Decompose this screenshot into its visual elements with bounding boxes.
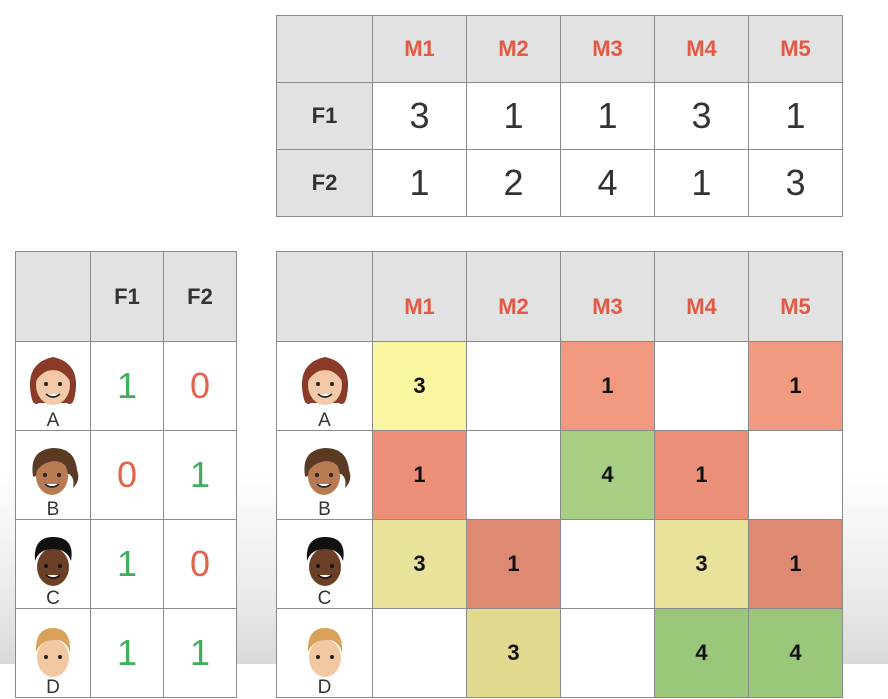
movie-header-m1: M1	[372, 251, 467, 342]
corner-cell	[276, 251, 373, 342]
user-avatar-a: A	[276, 341, 373, 431]
user-feature-table: F1 F2 A 1 0 B 0 1	[15, 251, 237, 698]
rating-cell-empty	[466, 430, 561, 520]
corner-cell	[15, 251, 91, 342]
user-name: C	[46, 588, 60, 609]
user-feature-value: 0	[163, 341, 237, 431]
rating-cell: 1	[748, 341, 843, 431]
user-name: B	[318, 499, 331, 520]
user-avatar-d: D	[276, 608, 373, 698]
rating-cell: 1	[466, 519, 561, 609]
ratings-table: M1 M2 M3 M4 M5 A 3 1 1	[276, 251, 843, 698]
movie-header-m5: M5	[748, 15, 843, 83]
user-name: C	[317, 588, 332, 609]
feature-value: 3	[748, 149, 843, 217]
feature-value: 2	[466, 149, 561, 217]
user-feature-value: 1	[163, 608, 237, 698]
movie-header-m2: M2	[466, 251, 561, 342]
woman-avatar-icon	[29, 357, 77, 405]
rating-cell: 1	[372, 430, 467, 520]
user-feature-value: 1	[90, 341, 164, 431]
feature-value: 1	[748, 82, 843, 150]
movie-header-m2: M2	[466, 15, 561, 83]
feature-value: 1	[372, 149, 467, 217]
user-avatar-b: B	[15, 430, 91, 520]
rating-cell: 1	[748, 519, 843, 609]
rating-cell: 3	[466, 608, 561, 698]
user-feature-value: 1	[163, 430, 237, 520]
rating-cell-empty	[654, 341, 749, 431]
rating-cell: 3	[372, 341, 467, 431]
rating-cell: 4	[560, 430, 655, 520]
feature-row-header-f1: F1	[276, 82, 373, 150]
movie-header-m3: M3	[560, 251, 655, 342]
user-avatar-c: C	[15, 519, 91, 609]
user-name: A	[46, 410, 60, 431]
movie-header-m5: M5	[748, 251, 843, 342]
rating-cell: 3	[654, 519, 749, 609]
feature-header-f2: F2	[163, 251, 237, 342]
user-avatar-c: C	[276, 519, 373, 609]
user-feature-value: 0	[163, 519, 237, 609]
feature-value: 3	[372, 82, 467, 150]
movie-header-m1: M1	[372, 15, 467, 83]
woman-avatar-icon	[301, 357, 348, 405]
rating-cell-empty	[372, 608, 467, 698]
woman-avatar-icon	[32, 448, 79, 495]
rating-cell-empty	[560, 519, 655, 609]
rating-cell: 4	[748, 608, 843, 698]
user-name: A	[318, 410, 331, 431]
user-avatar-d: D	[15, 608, 91, 698]
user-name: D	[317, 677, 332, 698]
man-avatar-icon	[34, 537, 72, 586]
rating-cell: 1	[654, 430, 749, 520]
feature-row-header-f2: F2	[276, 149, 373, 217]
corner-cell	[276, 15, 373, 83]
rating-cell: 4	[654, 608, 749, 698]
man-avatar-icon	[306, 537, 344, 586]
user-avatar-a: A	[15, 341, 91, 431]
rating-cell: 3	[372, 519, 467, 609]
movie-header-m3: M3	[560, 15, 655, 83]
rating-cell: 1	[560, 341, 655, 431]
feature-header-f1: F1	[90, 251, 164, 342]
movie-header-m4: M4	[654, 15, 749, 83]
feature-value: 3	[654, 82, 749, 150]
feature-value: 4	[560, 149, 655, 217]
user-avatar-b: B	[276, 430, 373, 520]
movie-header-m4: M4	[654, 251, 749, 342]
user-name: B	[46, 499, 60, 520]
rating-cell-empty	[560, 608, 655, 698]
user-name: D	[46, 677, 60, 698]
rating-cell-empty	[466, 341, 561, 431]
rating-cell-empty	[748, 430, 843, 520]
user-feature-value: 0	[90, 430, 164, 520]
feature-value: 1	[560, 82, 655, 150]
feature-value: 1	[654, 149, 749, 217]
user-feature-value: 1	[90, 608, 164, 698]
feature-value: 1	[466, 82, 561, 150]
user-feature-value: 1	[90, 519, 164, 609]
movie-feature-table: M1 M2 M3 M4 M5 F1 3 1 1 3 1 F2 1 2 4 1 3	[276, 15, 843, 217]
woman-avatar-icon	[303, 448, 350, 495]
